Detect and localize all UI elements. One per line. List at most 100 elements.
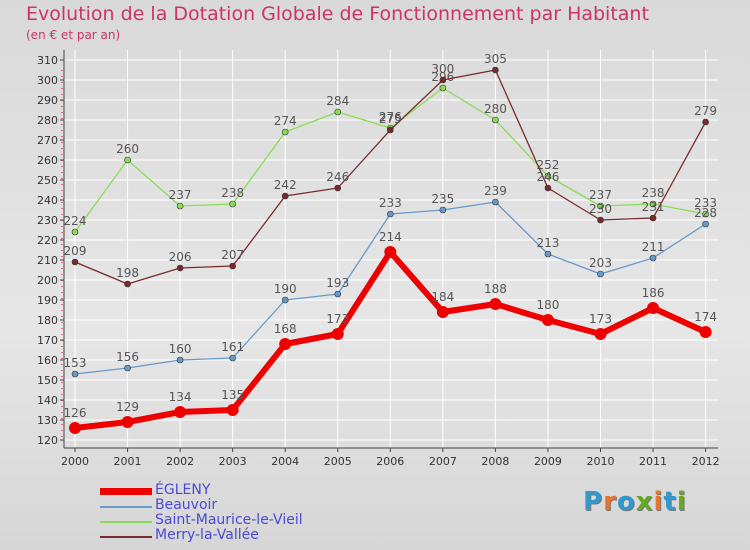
data-point (384, 246, 397, 258)
data-point (489, 298, 502, 310)
data-label: 242 (274, 178, 297, 192)
data-label: 300 (431, 62, 454, 76)
x-tick-label: 2007 (429, 455, 457, 468)
y-tick-label: 210 (37, 254, 58, 267)
y-tick-label: 290 (37, 94, 58, 107)
x-tick-label: 2012 (692, 455, 720, 468)
data-point (702, 220, 709, 228)
data-point (124, 364, 131, 372)
data-label: 135 (221, 388, 244, 402)
data-label: 246 (536, 170, 559, 184)
data-point (281, 128, 289, 136)
data-label: 153 (64, 356, 87, 370)
data-label: 224 (64, 214, 87, 228)
data-point (702, 118, 709, 126)
data-label: 129 (116, 400, 139, 414)
x-tick-label: 2003 (219, 455, 247, 468)
data-point (281, 192, 289, 200)
y-tick-label: 200 (37, 274, 58, 287)
y-tick-label: 310 (37, 54, 58, 67)
legend-label: Merry-la-Vallée (155, 527, 259, 543)
y-tick-label: 250 (37, 174, 58, 187)
data-point (121, 416, 134, 428)
data-label: 209 (64, 244, 87, 258)
data-label: 206 (169, 250, 192, 264)
data-point (544, 172, 552, 180)
legend-swatch (100, 536, 152, 538)
x-tick-label: 2006 (376, 455, 404, 468)
data-point (229, 200, 236, 208)
data-label: 134 (169, 390, 192, 404)
x-tick-label: 2008 (481, 455, 509, 468)
data-point (386, 126, 394, 134)
y-tick-label: 190 (37, 294, 58, 307)
data-label: 184 (431, 290, 454, 304)
data-label: 173 (326, 312, 349, 326)
data-point (439, 84, 447, 92)
data-point (647, 302, 660, 314)
data-point (492, 198, 499, 206)
x-tick-label: 2001 (114, 455, 142, 468)
logo-letter: x (635, 487, 654, 517)
data-point (174, 406, 187, 418)
data-point (226, 404, 239, 416)
chart-subtitle: (en € et par an) (26, 28, 121, 42)
y-tick-label: 180 (37, 314, 58, 327)
data-point (124, 156, 131, 164)
data-label: 174 (694, 310, 717, 324)
data-label: 275 (379, 112, 402, 126)
data-label: 180 (536, 298, 559, 312)
data-label: 188 (484, 282, 507, 296)
y-tick-label: 140 (37, 394, 58, 407)
y-tick-label: 150 (37, 374, 58, 387)
x-tick-label: 2000 (61, 455, 89, 468)
data-point (544, 184, 552, 192)
y-tick-label: 300 (37, 74, 58, 87)
data-point (334, 290, 342, 298)
y-tick-label: 220 (37, 234, 58, 247)
legend-label: ÉGLENY (155, 482, 211, 498)
data-label: 231 (642, 200, 665, 214)
y-tick-label: 260 (37, 154, 58, 167)
data-label: 279 (694, 104, 717, 118)
y-tick-label: 240 (37, 194, 58, 207)
data-point (279, 338, 292, 350)
logo-letter: o (616, 487, 636, 517)
data-label: 276 (379, 110, 402, 124)
data-label: 161 (221, 340, 244, 354)
data-label: 237 (169, 188, 192, 202)
data-point (176, 356, 184, 364)
y-tick-label: 130 (37, 414, 58, 427)
x-tick-label: 2002 (166, 455, 194, 468)
data-point (69, 422, 81, 434)
data-label: 233 (694, 196, 717, 210)
data-point (594, 328, 607, 340)
logo-letter: t (663, 487, 677, 517)
x-tick-label: 2010 (587, 455, 615, 468)
x-tick-label: 2004 (271, 455, 299, 468)
data-point (492, 116, 499, 124)
data-label: 211 (642, 240, 665, 254)
logo-letter: r (603, 487, 617, 517)
data-label: 193 (326, 276, 349, 290)
data-point (71, 228, 79, 236)
data-point (597, 202, 604, 210)
data-label: 168 (274, 322, 297, 336)
x-tick-label: 2009 (534, 455, 562, 468)
data-point (71, 370, 79, 378)
data-point (492, 66, 499, 74)
data-label: 246 (326, 170, 349, 184)
data-label: 235 (431, 192, 454, 206)
data-point (597, 216, 604, 224)
data-point (334, 108, 342, 116)
data-label: 156 (116, 350, 139, 364)
chart-title: Evolution de la Dotation Globale de Fonc… (26, 3, 649, 25)
legend-label: Beauvoir (155, 497, 218, 513)
data-label: 160 (169, 342, 192, 356)
legend-label: Saint-Maurice-le-Vieil (155, 512, 303, 528)
data-point (649, 214, 657, 222)
proxiti-logo: Proxiti (583, 487, 687, 517)
y-tick-label: 280 (37, 114, 58, 127)
y-tick-label: 270 (37, 134, 58, 147)
